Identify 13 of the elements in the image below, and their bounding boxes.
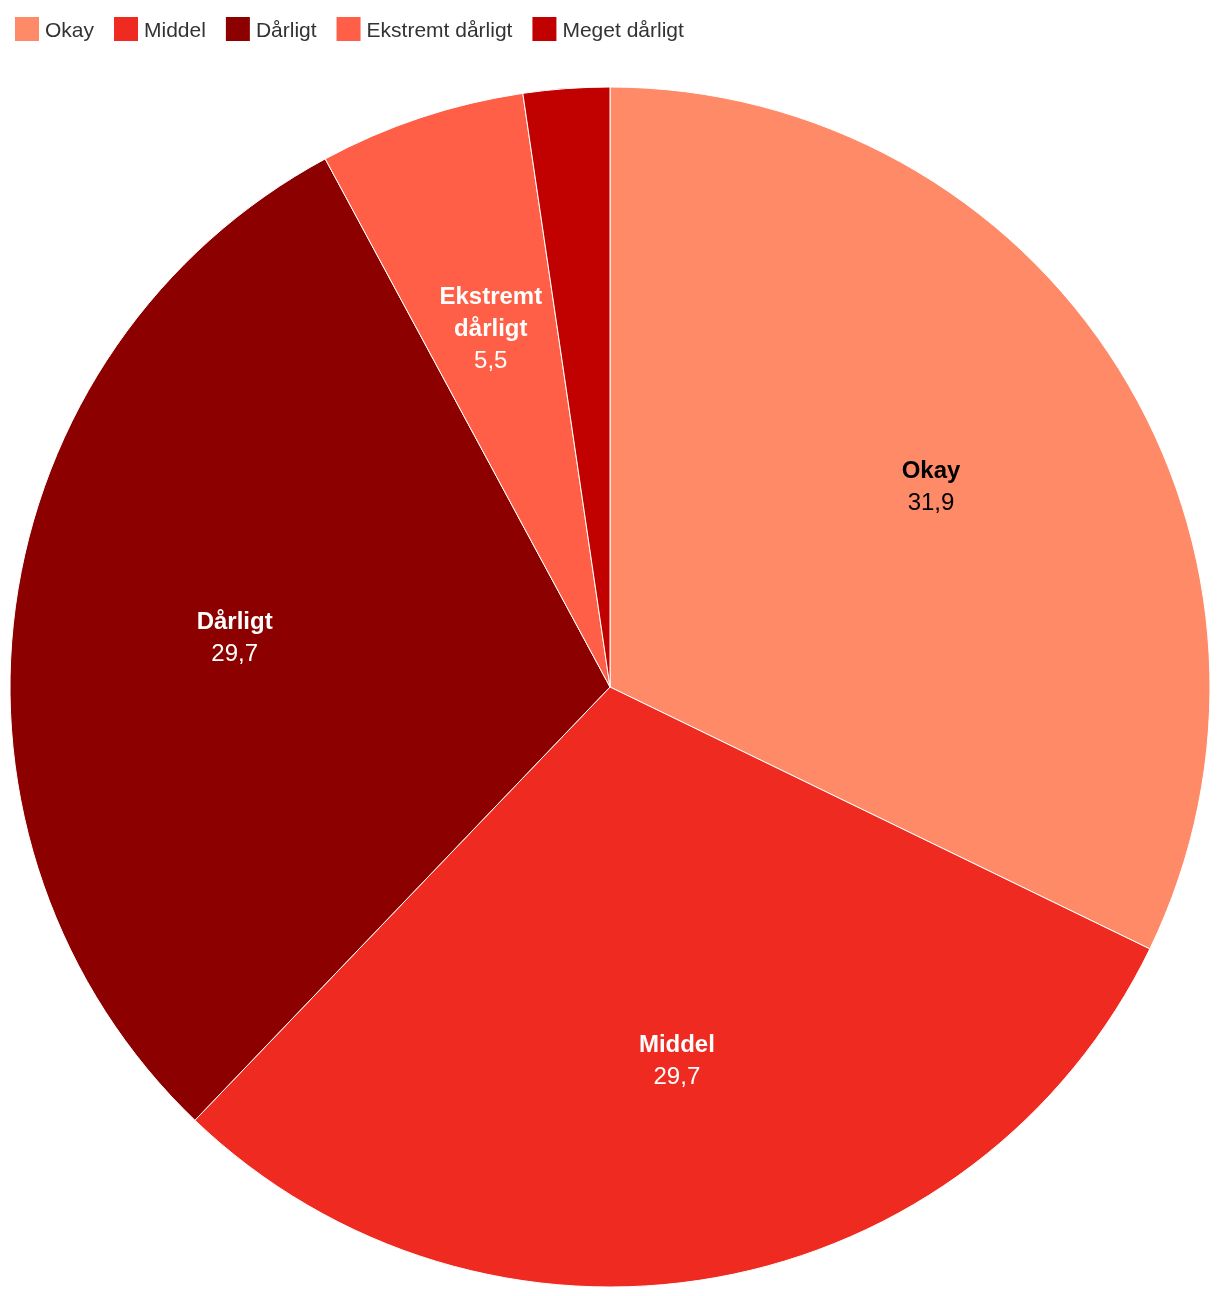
data-label: 29,7	[211, 638, 259, 666]
legend-label: Meget dårligt	[562, 17, 684, 41]
legend-label: Okay	[45, 17, 95, 41]
slice-label: Ekstremt dårligt	[439, 282, 543, 341]
legend-label: Ekstremt dårligt	[366, 17, 513, 41]
data-label: 31,9	[907, 488, 955, 516]
data-label: 29,7	[653, 1062, 701, 1090]
legend-label: Middel	[144, 17, 206, 41]
slice-label: Dårligt	[196, 606, 273, 634]
data-label: 5,5	[474, 346, 508, 373]
legend-label: Dårligt	[255, 17, 317, 41]
slice-label: Middel	[638, 1030, 715, 1058]
slice-label: Okay	[901, 456, 961, 484]
